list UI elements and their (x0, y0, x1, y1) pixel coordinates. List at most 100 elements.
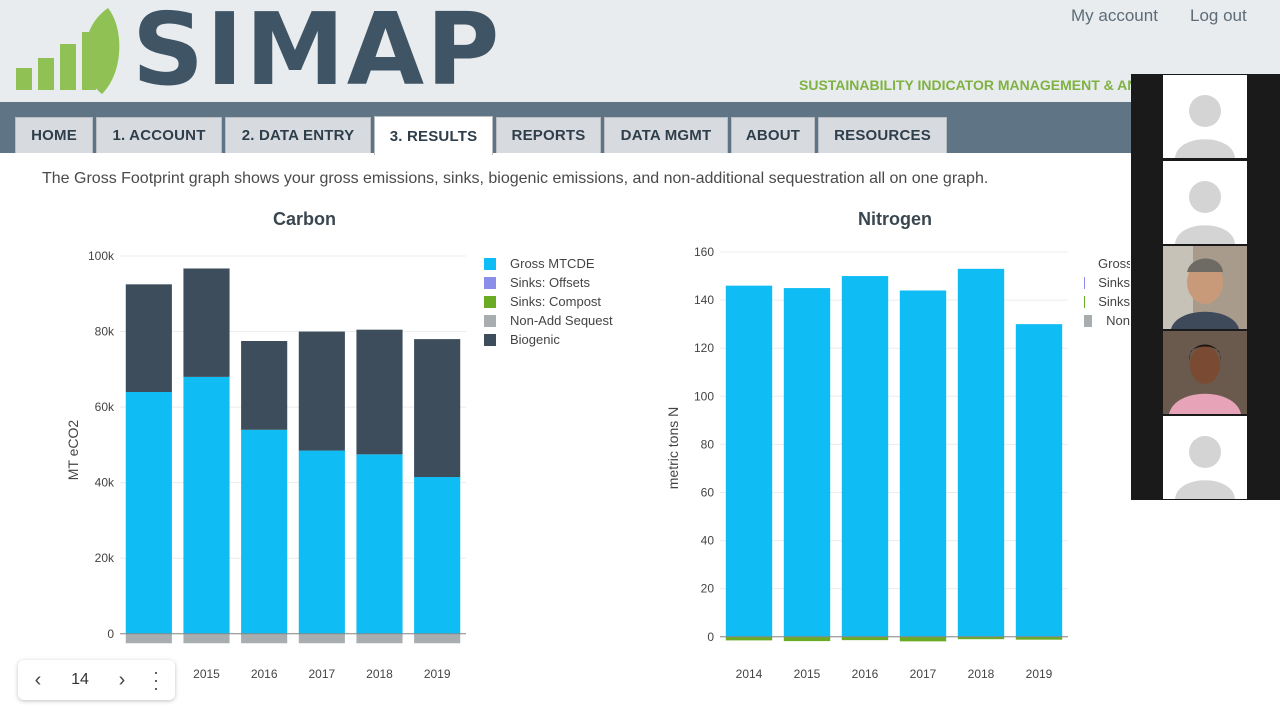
bar-segment[interactable] (356, 454, 403, 634)
bar-segment[interactable] (298, 633, 345, 644)
x-tick-label: 2014 (736, 667, 763, 681)
log-out-link[interactable]: Log out (1190, 6, 1247, 25)
legend-label: Sinks: Compost (510, 294, 602, 309)
bar-segment[interactable] (414, 339, 461, 478)
bar-segment[interactable] (125, 284, 172, 393)
bar-segment[interactable] (183, 268, 230, 377)
y-tick-label: 0 (707, 630, 714, 644)
bar-segment[interactable] (899, 290, 947, 637)
bar-segment[interactable] (298, 450, 345, 634)
legend-label: Sinks (1098, 275, 1130, 290)
participant-man-image (1163, 246, 1247, 329)
legend-swatch (484, 333, 496, 346)
x-tick-label: 2018 (968, 667, 995, 681)
legend-swatch (484, 295, 496, 308)
participant-woman-image (1163, 331, 1247, 414)
y-tick-label: 40k (95, 476, 115, 490)
previous-page-button[interactable]: ‹ (18, 660, 58, 700)
main-nav: HOME 1. ACCOUNT 2. DATA ENTRY 3. RESULTS… (0, 102, 1280, 155)
next-page-button[interactable]: › (102, 660, 142, 700)
y-tick-label: 160 (694, 245, 714, 259)
tagline: SUSTAINABILITY INDICATOR MANAGEMENT & AN (799, 77, 1138, 93)
x-tick-label: 2019 (424, 667, 451, 681)
legend-label: Gross (1098, 256, 1130, 271)
participant-video[interactable] (1163, 331, 1247, 414)
x-tick-label: 2018 (366, 667, 393, 681)
bar-segment[interactable] (957, 268, 1005, 637)
bar-segment[interactable] (725, 285, 773, 637)
bar-segment[interactable] (356, 329, 403, 455)
x-tick-label: 2015 (193, 667, 220, 681)
bar-segment[interactable] (783, 288, 831, 637)
bar-segment[interactable] (1015, 324, 1063, 637)
bar-segment[interactable] (183, 376, 230, 634)
legend-item[interactable]: Non (1084, 311, 1130, 330)
tab-reports[interactable]: REPORTS (496, 117, 601, 153)
bar-segment[interactable] (241, 341, 288, 430)
legend-item[interactable]: Biogenic (484, 330, 613, 349)
bar-segment[interactable] (125, 392, 172, 634)
bar-segment[interactable] (899, 636, 947, 642)
y-tick-label: 80k (95, 325, 115, 339)
tab-home[interactable]: HOME (15, 117, 93, 153)
site-header: SIMAP SUSTAINABILITY INDICATOR MANAGEMEN… (0, 0, 1280, 102)
participant-tile[interactable] (1163, 75, 1247, 158)
x-tick-label: 2019 (1026, 667, 1053, 681)
legend-item[interactable]: Non-Add Sequest (484, 311, 613, 330)
legend-item[interactable]: Sinks: Offsets (484, 273, 613, 292)
legend-item[interactable]: Gross (1084, 254, 1130, 273)
legend-item[interactable]: Sinks (1084, 292, 1130, 311)
legend-label: Non-Add Sequest (510, 313, 613, 328)
chevron-left-icon: ‹ (34, 668, 42, 691)
my-account-link[interactable]: My account (1071, 6, 1158, 25)
bar-segment[interactable] (298, 331, 345, 451)
bar-segment[interactable] (1015, 636, 1063, 640)
bar-chart-leaf-icon (16, 8, 120, 94)
x-tick-label: 2016 (251, 667, 278, 681)
y-axis-label: metric tons N (665, 407, 681, 489)
bar-segment[interactable] (841, 636, 889, 641)
chevron-right-icon: › (118, 668, 126, 691)
participant-tile[interactable] (1163, 416, 1247, 499)
nitrogen-legend: Gross Sinks Sinks Non (1084, 254, 1130, 330)
bar-segment[interactable] (841, 276, 889, 637)
tab-results[interactable]: 3. RESULTS (374, 116, 493, 155)
tab-data-entry[interactable]: 2. DATA ENTRY (225, 117, 371, 153)
y-tick-label: 80 (701, 437, 715, 451)
tab-resources[interactable]: RESOURCES (818, 117, 947, 153)
legend-item[interactable]: Sinks (1084, 273, 1130, 292)
bar-segment[interactable] (414, 477, 461, 634)
legend-label: Gross MTCDE (510, 256, 595, 271)
bar-segment[interactable] (125, 633, 172, 644)
carbon-chart-title: Carbon (273, 209, 336, 229)
nitrogen-chart-title: Nitrogen (858, 209, 932, 229)
tab-about[interactable]: ABOUT (731, 117, 815, 153)
legend-label: Biogenic (510, 332, 560, 347)
page-number: 14 (71, 671, 89, 688)
simap-logo[interactable]: SIMAP (12, 0, 499, 100)
bar-segment[interactable] (356, 633, 403, 644)
bar-segment[interactable] (183, 633, 230, 644)
legend-label: Sinks: Offsets (510, 275, 590, 290)
bar-segment[interactable] (241, 429, 288, 634)
bar-segment[interactable] (725, 636, 773, 641)
y-tick-label: 100k (88, 249, 115, 263)
legend-item[interactable]: Gross MTCDE (484, 254, 613, 273)
tab-data-mgmt[interactable]: DATA MGMT (604, 117, 728, 153)
video-call-panel (1131, 74, 1280, 500)
legend-item[interactable]: Sinks: Compost (484, 292, 613, 311)
bar-segment[interactable] (783, 636, 831, 642)
participant-tile[interactable] (1163, 161, 1247, 244)
y-tick-label: 20k (95, 551, 115, 565)
legend-swatch (484, 314, 496, 327)
participant-video[interactable] (1163, 246, 1247, 329)
tab-account[interactable]: 1. ACCOUNT (96, 117, 222, 153)
bar-segment[interactable] (414, 633, 461, 644)
y-tick-label: 60 (701, 485, 715, 499)
more-options-icon[interactable]: · · · (153, 662, 159, 698)
y-tick-label: 120 (694, 341, 714, 355)
avatar-placeholder-icon (1175, 436, 1235, 499)
bar-segment[interactable] (241, 633, 288, 644)
bar-segment[interactable] (957, 636, 1005, 640)
